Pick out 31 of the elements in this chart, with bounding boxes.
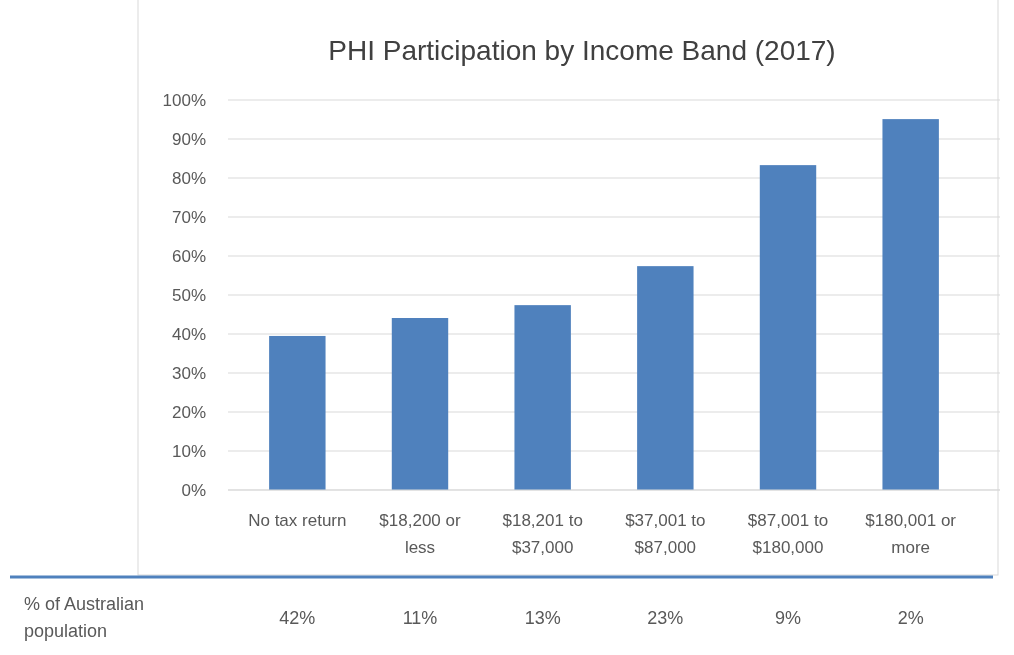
text: 23%	[647, 608, 684, 628]
y-tick-label: 0%	[181, 480, 206, 500]
bar	[882, 119, 939, 490]
bar	[759, 165, 817, 490]
bar	[391, 318, 449, 490]
y-tick-label: 20%	[171, 402, 206, 422]
y-tick-label: 70%	[171, 207, 206, 227]
x-tick-label: $18,200 or less	[379, 511, 461, 557]
text: 9%	[774, 608, 802, 628]
text: 13%	[524, 608, 561, 628]
y-tick-label: 10%	[171, 441, 206, 461]
x-tick-label: $18,201 to $37,000	[502, 511, 583, 557]
y-tick-label: 90%	[171, 129, 206, 149]
y-tick-label: 40%	[171, 324, 206, 344]
text: % of Australian population	[24, 594, 145, 641]
text: 11%	[402, 608, 438, 628]
bar	[269, 335, 326, 490]
y-tick-label: 100%	[162, 90, 206, 110]
y-tick-label: 80%	[171, 168, 206, 188]
text: 2%	[897, 608, 924, 628]
bar	[637, 266, 694, 490]
bar	[514, 305, 571, 490]
y-tick-label: 60%	[171, 246, 206, 266]
text: 42%	[279, 608, 316, 628]
chart-title: PHI Participation by Income Band (2017)	[328, 35, 836, 66]
x-tick-label: $180,001 or more	[865, 511, 957, 557]
y-tick-label: 30%	[171, 363, 206, 383]
x-tick-label: $37,001 to $87,000	[625, 511, 706, 557]
x-tick-label: $87,001 to $180,000	[747, 511, 829, 557]
x-tick-label: No tax return	[248, 511, 347, 530]
y-tick-label: 50%	[171, 285, 206, 305]
